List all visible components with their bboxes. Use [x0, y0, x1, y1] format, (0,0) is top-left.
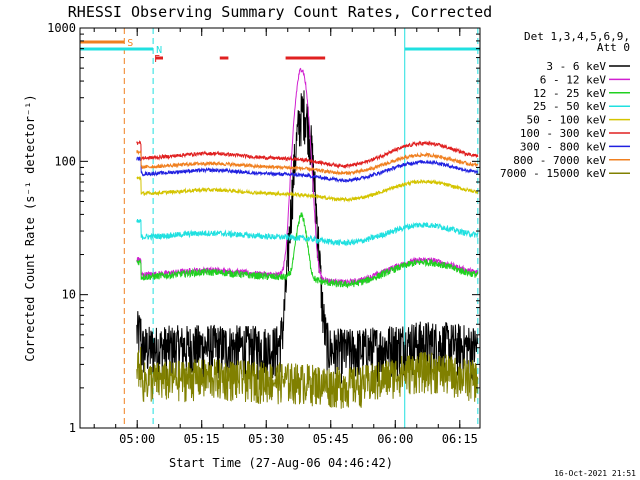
- legend-label-2: 12 - 25 keV: [533, 87, 606, 100]
- series-line-3: [136, 218, 479, 247]
- legend-label-0: 3 - 6 keV: [546, 60, 606, 73]
- x-tick-label-3: 05:45: [313, 432, 349, 446]
- x-tick-label-5: 06:15: [442, 432, 478, 446]
- legend-label-8: 7000 - 15000 keV: [500, 167, 606, 180]
- legend-label-6: 300 - 800 keV: [520, 140, 606, 153]
- legend-label-4: 50 - 100 keV: [527, 114, 607, 127]
- footer-timestamp: 16-Oct-2021 21:51: [554, 469, 636, 478]
- x-tick-label-1: 05:15: [184, 432, 220, 446]
- plot-area: [80, 28, 480, 428]
- y-tick-label-0: 1: [69, 421, 76, 435]
- plot-frame: [79, 27, 481, 429]
- legend-label-1: 6 - 12 keV: [540, 73, 607, 86]
- flag-label-F: F: [154, 54, 160, 65]
- series-line-5: [136, 139, 479, 170]
- series-line-7: [136, 149, 479, 177]
- series-line-6: [136, 156, 479, 184]
- flag-label-N: N: [156, 45, 162, 56]
- x-axis-label: Start Time (27-Aug-06 04:46:42): [169, 456, 393, 470]
- x-tick-label-0: 05:00: [119, 432, 155, 446]
- legend-label-5: 100 - 300 keV: [520, 127, 606, 140]
- y-tick-label-1: 10: [62, 288, 76, 302]
- legend-label-3: 25 - 50 keV: [533, 100, 606, 113]
- y-tick-label-3: 1000: [47, 21, 76, 35]
- legend-header-detectors: Det 1,3,4,5,6,9,: [524, 30, 630, 43]
- y-axis-label: Corrected Count Rate (s⁻¹ detector⁻¹): [23, 94, 37, 361]
- y-tick-label-2: 100: [54, 154, 76, 168]
- x-tick-label-2: 05:30: [248, 432, 284, 446]
- chart-title: RHESSI Observing Summary Count Rates, Co…: [68, 3, 492, 21]
- series-line-2: [136, 212, 479, 289]
- flag-label-S: S: [127, 38, 133, 49]
- series-line-8: [136, 346, 479, 409]
- legend-header-attenuator: Att 0: [597, 41, 630, 54]
- legend-label-7: 800 - 7000 keV: [513, 154, 606, 167]
- series-line-4: [136, 175, 479, 203]
- x-tick-label-4: 06:00: [377, 432, 413, 446]
